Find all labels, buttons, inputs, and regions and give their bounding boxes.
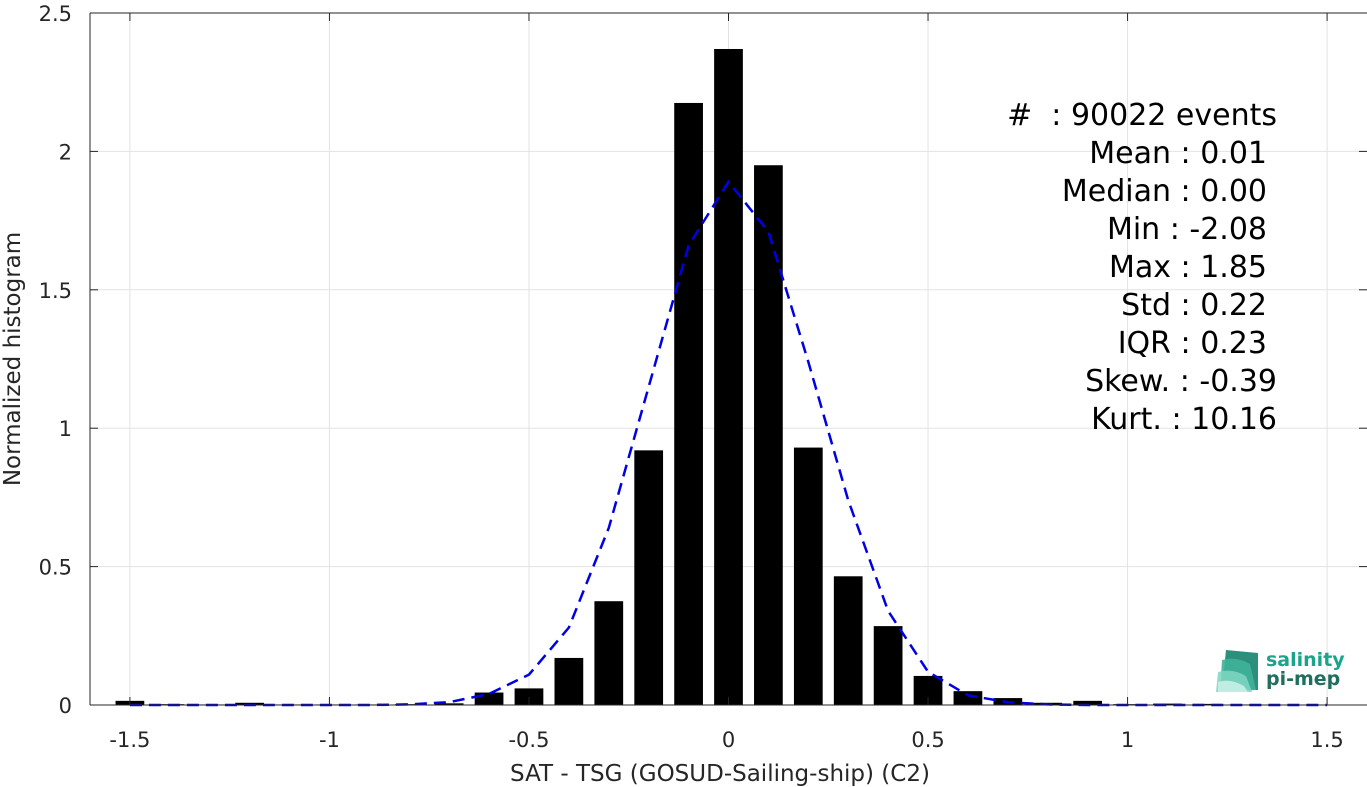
- stat-min: Min : -2.08: [1107, 212, 1267, 247]
- x-tick-label: 1.5: [1310, 728, 1343, 752]
- histogram-bar: [833, 576, 863, 705]
- stat-events: # : 90022 events: [1007, 98, 1277, 133]
- tick-labels: -1.5 -1 -0.5 0 0.5 1 1.5 0 0.5 1 1.5 2 2.5: [39, 2, 1344, 752]
- stat-median: Median : 0.00: [1062, 174, 1267, 209]
- stat-iqr: IQR : 0.23: [1118, 326, 1267, 361]
- salinity-pi-mep-logo: salinity pi-mep: [1216, 649, 1345, 692]
- stat-std: Std : 0.22: [1121, 288, 1267, 323]
- histogram-bar: [474, 692, 504, 705]
- y-tick-label: 1: [59, 417, 72, 441]
- x-tick-label: 0.5: [911, 728, 944, 752]
- histogram-bar: [674, 102, 703, 705]
- histogram-bar: [1153, 703, 1182, 705]
- histogram-bars: [115, 48, 1342, 706]
- stat-kurt: Kurt. : 10.16: [1091, 402, 1277, 437]
- x-tick-label: -0.5: [508, 728, 549, 752]
- histogram-bar: [1073, 700, 1103, 705]
- logo-line2: pi-mep: [1266, 668, 1340, 690]
- wave-logo-icon: [1216, 650, 1258, 692]
- histogram-bar: [434, 703, 464, 705]
- axes-frame: [89, 12, 1367, 706]
- y-tick-label: 1.5: [39, 279, 72, 303]
- histogram-bar: [754, 165, 783, 706]
- y-tick-label: 2.5: [39, 2, 72, 26]
- x-tick-label: -1: [319, 728, 340, 752]
- stat-mean: Mean : 0.01: [1089, 136, 1267, 171]
- histogram-bar: [594, 601, 624, 705]
- histogram-bar: [1193, 703, 1222, 705]
- histogram-bar: [953, 691, 983, 705]
- x-tick-label: -1.5: [109, 728, 150, 752]
- histogram-bar: [793, 447, 823, 705]
- y-tick-label: 2: [59, 140, 72, 164]
- histogram-bar: [634, 450, 664, 705]
- logo-line1: salinity: [1266, 649, 1345, 671]
- y-axis-label: Normalized histogram: [0, 232, 26, 486]
- stats-box: # : 90022 events Mean : 0.01 Median : 0.…: [1007, 98, 1277, 437]
- histogram-bar: [714, 48, 743, 705]
- stat-max: Max : 1.85: [1109, 250, 1267, 285]
- stat-skew: Skew. : -0.39: [1085, 364, 1277, 399]
- x-tick-label: 0: [722, 728, 735, 752]
- x-axis-label: SAT - TSG (GOSUD-Sailing-ship) (C2): [510, 761, 930, 787]
- histogram-bar: [554, 657, 584, 705]
- histogram-bar: [514, 688, 544, 705]
- histogram-bar: [873, 626, 903, 705]
- x-tick-label: 1: [1121, 728, 1134, 752]
- y-tick-label: 0: [59, 694, 72, 718]
- y-tick-label: 0.5: [39, 556, 72, 580]
